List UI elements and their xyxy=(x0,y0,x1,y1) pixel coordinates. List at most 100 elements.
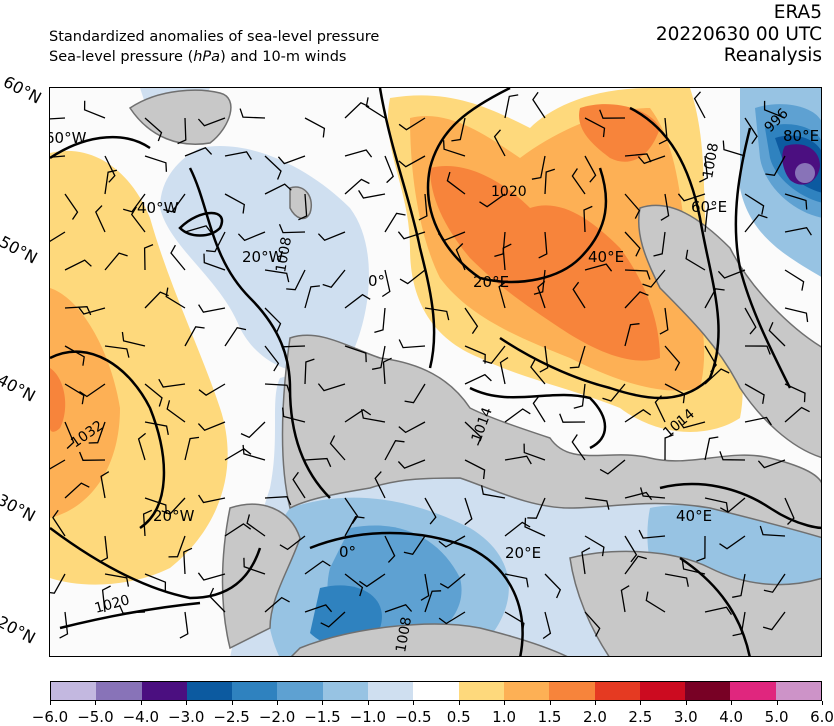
wind-barb xyxy=(693,91,706,119)
wind-barb xyxy=(624,491,653,501)
wind-barb xyxy=(198,304,226,313)
wind-barb xyxy=(464,459,486,480)
wind-barb xyxy=(744,416,772,426)
wind-barb xyxy=(166,400,186,423)
colorbar-tick-label: 0.5 xyxy=(446,708,471,726)
wind-barb xyxy=(768,322,786,347)
wind-barb xyxy=(624,555,647,575)
lon-labels: 60°W 40°W 20°W 0° 20°E 40°E 60°E 80°E 20… xyxy=(50,127,819,562)
colorbar-tick-label: 2.0 xyxy=(583,708,607,726)
colorbar-swatch xyxy=(685,682,731,700)
wind-barb xyxy=(584,611,601,637)
wind-barb xyxy=(184,147,213,157)
lon-label-20e-lower: 20°E xyxy=(505,544,541,562)
wind-barb xyxy=(78,451,106,461)
wind-barb xyxy=(100,471,110,499)
wind-barb xyxy=(50,117,66,120)
wind-barb xyxy=(717,269,746,279)
wind-barb xyxy=(584,117,606,138)
wind-barb xyxy=(642,269,666,288)
wind-barb xyxy=(584,535,605,557)
wind-barb xyxy=(50,155,66,158)
colorbar-swatch xyxy=(730,682,776,700)
lon-label-60e: 60°E xyxy=(691,198,727,216)
wind-barb xyxy=(664,383,686,404)
lat-label-60n: 60°N xyxy=(0,72,45,108)
wind-barb xyxy=(704,368,730,385)
wind-barb xyxy=(165,287,186,309)
source-label: ERA5 xyxy=(773,2,822,23)
wind-barb xyxy=(653,231,666,257)
wind-barb xyxy=(572,281,586,309)
colorbar-swatch xyxy=(458,682,504,700)
colorbar-tick-label: −2.5 xyxy=(213,708,250,726)
wind-barb xyxy=(320,611,346,628)
wind-barb xyxy=(538,231,548,259)
wind-barb xyxy=(240,421,266,439)
wind-barb xyxy=(197,117,226,127)
wind-barb xyxy=(365,97,386,119)
wind-barb xyxy=(542,611,552,640)
colorbar-tick xyxy=(731,701,733,705)
wind-barb xyxy=(424,497,437,525)
wind-barb xyxy=(624,291,649,309)
colorbar-tick xyxy=(822,701,823,705)
wind-barb xyxy=(144,155,168,172)
colorbar-tick xyxy=(549,701,551,705)
wind-barb xyxy=(584,497,610,510)
wind-barb xyxy=(571,434,586,461)
wind-barb xyxy=(304,604,333,613)
wind-barb xyxy=(559,413,586,423)
wind-barb xyxy=(523,443,546,461)
wind-barb xyxy=(243,557,266,575)
wind-barb xyxy=(344,497,359,524)
wind-barb xyxy=(304,457,332,468)
colorbar xyxy=(50,681,822,701)
wind-barb xyxy=(398,117,426,131)
wind-barb xyxy=(584,155,597,183)
colorbar-tick xyxy=(685,701,687,705)
wind-barb xyxy=(177,117,187,145)
positive-anomaly-shading xyxy=(50,88,743,585)
wind-barb xyxy=(704,436,719,461)
wind-barb xyxy=(398,155,426,168)
wind-barb xyxy=(504,611,525,633)
wind-barb xyxy=(104,252,128,271)
wind-barb xyxy=(544,573,562,599)
wind-barb xyxy=(571,168,586,195)
colorbar-tick-label: 1.5 xyxy=(537,708,562,726)
wind-barb xyxy=(381,269,391,298)
anomaly-map: 1020 1008 996 1032 1020 1008 1014 1014 1… xyxy=(49,87,822,657)
isobar-label: 1008 xyxy=(700,142,722,180)
wind-barb xyxy=(264,155,282,180)
colorbar-tick-label: −1.5 xyxy=(304,708,341,726)
wind-barb xyxy=(264,183,292,195)
wind-barb xyxy=(763,573,786,593)
wind-barb xyxy=(759,525,786,537)
wind-barb xyxy=(224,151,252,160)
land-mask xyxy=(128,89,821,656)
lon-label-40e-lower: 40°E xyxy=(676,507,712,525)
wind-barb xyxy=(64,482,90,499)
wind-barb xyxy=(583,205,593,233)
wind-barb xyxy=(480,485,506,499)
wind-barb xyxy=(784,383,806,403)
colorbar-swatch xyxy=(413,682,459,700)
wind-barb xyxy=(437,231,466,241)
colorbar-tick-label: 4.0 xyxy=(719,708,744,726)
wind-barb xyxy=(79,383,106,398)
wind-barb xyxy=(418,193,428,221)
wind-barb xyxy=(660,193,670,221)
wind-barb xyxy=(532,395,546,423)
lon-label-20e: 20°E xyxy=(473,273,509,291)
wind-barb xyxy=(317,231,346,241)
colorbar-swatch xyxy=(368,682,414,700)
wind-barb xyxy=(602,383,626,402)
lon-label-0: 0° xyxy=(368,272,385,290)
wind-barb xyxy=(398,421,426,434)
colorbar-tick xyxy=(504,701,506,705)
wind-barb xyxy=(620,585,630,613)
wind-barb xyxy=(451,117,466,142)
wind-barb xyxy=(439,573,466,589)
wind-barb xyxy=(624,409,652,423)
